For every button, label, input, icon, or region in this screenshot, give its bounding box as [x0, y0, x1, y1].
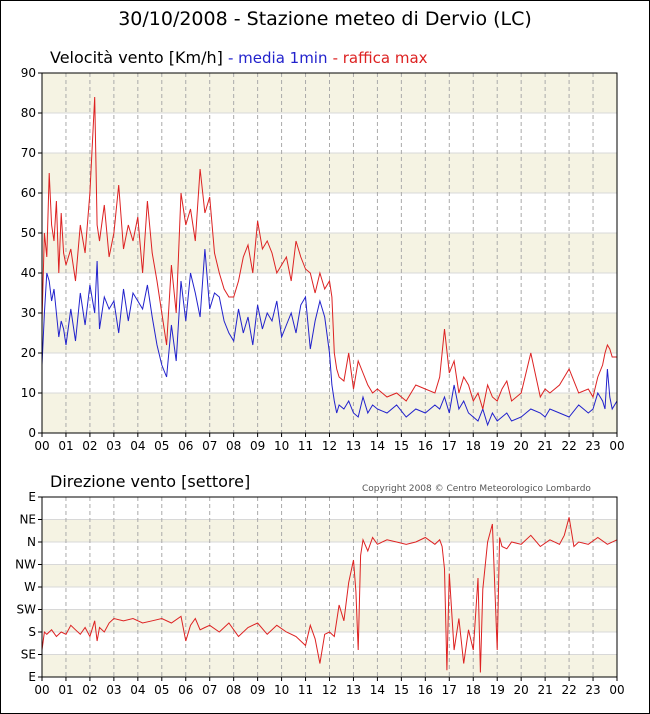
speed-xtick-label: 05: [154, 439, 169, 453]
speed-band: [42, 233, 617, 273]
direction-ytick-label: SE: [21, 648, 36, 662]
direction-ytick-label: S: [28, 625, 36, 639]
direction-xtick-label: 12: [322, 683, 337, 697]
direction-xtick-label: 07: [202, 683, 217, 697]
direction-xtick-label: 21: [537, 683, 552, 697]
speed-xtick-label: 19: [490, 439, 505, 453]
direction-xtick-label: 10: [274, 683, 289, 697]
direction-xtick-label: 06: [178, 683, 193, 697]
legend-media: - media 1min: [227, 49, 328, 67]
direction-ytick-label: NW: [15, 558, 36, 572]
speed-xtick-label: 00: [609, 439, 624, 453]
speed-xtick-label: 22: [561, 439, 576, 453]
speed-xtick-label: 15: [394, 439, 409, 453]
direction-series-0: [41, 517, 618, 673]
speed-ytick-label: 70: [21, 146, 36, 160]
speed-ytick-label: 10: [21, 386, 36, 400]
speed-ytick-label: 30: [21, 306, 36, 320]
speed-title-text: Velocità vento [Km/h]: [50, 48, 223, 67]
legend-raffica: - raffica max: [332, 49, 428, 67]
direction-ytick-label: W: [24, 580, 36, 594]
direction-ytick-label: N: [27, 535, 36, 549]
direction-xtick-label: 16: [418, 683, 433, 697]
direction-xtick-label: 02: [82, 683, 97, 697]
direction-xtick-label: 00: [34, 683, 49, 697]
direction-xtick-label: 01: [58, 683, 73, 697]
direction-chart-title: Direzione vento [settore]: [50, 472, 251, 491]
speed-ytick-label: 60: [21, 186, 36, 200]
direction-xtick-label: 22: [561, 683, 576, 697]
speed-ytick-label: 0: [28, 426, 36, 440]
speed-xtick-label: 10: [274, 439, 289, 453]
speed-xtick-label: 18: [466, 439, 481, 453]
speed-series-1: [41, 96, 617, 410]
speed-ytick-label: 50: [21, 226, 36, 240]
speed-xtick-label: 08: [226, 439, 241, 453]
speed-xtick-label: 11: [298, 439, 313, 453]
direction-xtick-label: 19: [490, 683, 505, 697]
speed-xtick-label: 13: [346, 439, 361, 453]
direction-xtick-label: 11: [298, 683, 313, 697]
speed-xtick-label: 20: [514, 439, 529, 453]
speed-xtick-label: 09: [250, 439, 265, 453]
speed-ytick-label: 90: [21, 66, 36, 80]
direction-xtick-label: 17: [442, 683, 457, 697]
direction-ytick-label: E: [28, 670, 36, 684]
speed-xtick-label: 00: [34, 439, 49, 453]
direction-xtick-label: 15: [394, 683, 409, 697]
speed-ytick-label: 40: [21, 266, 36, 280]
speed-xtick-label: 06: [178, 439, 193, 453]
speed-band: [42, 73, 617, 113]
speed-xtick-label: 01: [58, 439, 73, 453]
direction-ytick-label: E: [28, 490, 36, 504]
speed-xtick-label: 16: [418, 439, 433, 453]
speed-ytick-label: 20: [21, 346, 36, 360]
speed-xtick-label: 03: [106, 439, 121, 453]
speed-xtick-label: 23: [585, 439, 600, 453]
speed-xtick-label: 07: [202, 439, 217, 453]
speed-ytick-label: 80: [21, 106, 36, 120]
direction-band: [42, 519, 617, 542]
speed-xtick-label: 17: [442, 439, 457, 453]
direction-xtick-label: 20: [514, 683, 529, 697]
direction-xtick-label: 00: [609, 683, 624, 697]
direction-xtick-label: 23: [585, 683, 600, 697]
direction-xtick-label: 14: [370, 683, 385, 697]
direction-xtick-label: 05: [154, 683, 169, 697]
speed-xtick-label: 02: [82, 439, 97, 453]
speed-xtick-label: 14: [370, 439, 385, 453]
direction-xtick-label: 13: [346, 683, 361, 697]
direction-xtick-label: 04: [130, 683, 145, 697]
direction-xtick-label: 18: [466, 683, 481, 697]
direction-xtick-label: 08: [226, 683, 241, 697]
direction-xtick-label: 03: [106, 683, 121, 697]
speed-xtick-label: 04: [130, 439, 145, 453]
speed-xtick-label: 12: [322, 439, 337, 453]
direction-xtick-label: 09: [250, 683, 265, 697]
speed-chart-title: Velocità vento [Km/h] - media 1min - raf…: [50, 48, 428, 67]
page-title: 30/10/2008 - Stazione meteo di Dervio (L…: [118, 8, 532, 30]
direction-ytick-label: SW: [17, 603, 37, 617]
speed-xtick-label: 21: [537, 439, 552, 453]
speed-series-0: [41, 248, 618, 427]
direction-ytick-label: NE: [19, 513, 36, 527]
copyright-text: Copyright 2008 © Centro Meteorologico Lo…: [362, 484, 591, 494]
